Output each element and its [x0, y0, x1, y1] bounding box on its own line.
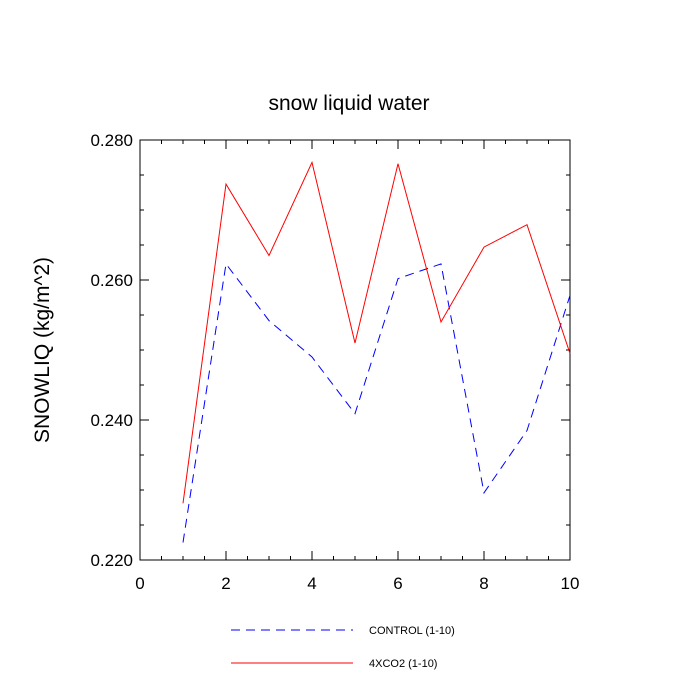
plot-frame — [139, 139, 571, 561]
y-tick-label: 0.280 — [90, 131, 133, 150]
x-tick-label: 8 — [479, 574, 488, 593]
x-tick-label: 6 — [393, 574, 402, 593]
x-tick-label: 4 — [307, 574, 316, 593]
legend-label-4xco2: 4XCO2 (1-10) — [369, 658, 437, 670]
y-tick-label: 0.240 — [90, 411, 133, 430]
x-tick-label: 0 — [135, 574, 144, 593]
y-axis-label: SNOWLIQ (kg/m^2) — [31, 257, 54, 443]
series-line-control — [182, 262, 571, 543]
series-line-4xco2 — [182, 160, 571, 504]
legend: CONTROL (1-10) 4XCO2 (1-10) — [231, 625, 455, 670]
x-tick-label: 10 — [561, 574, 580, 593]
plot-area: 0 2 4 6 8 10 0.220 0.240 0.260 0.280 — [90, 131, 579, 593]
y-tick-label: 0.220 — [90, 551, 133, 570]
y-tick-label: 0.260 — [90, 271, 133, 290]
chart-title: snow liquid water — [268, 92, 429, 115]
x-tick-label: 2 — [221, 574, 230, 593]
legend-label-control: CONTROL (1-10) — [369, 625, 455, 637]
